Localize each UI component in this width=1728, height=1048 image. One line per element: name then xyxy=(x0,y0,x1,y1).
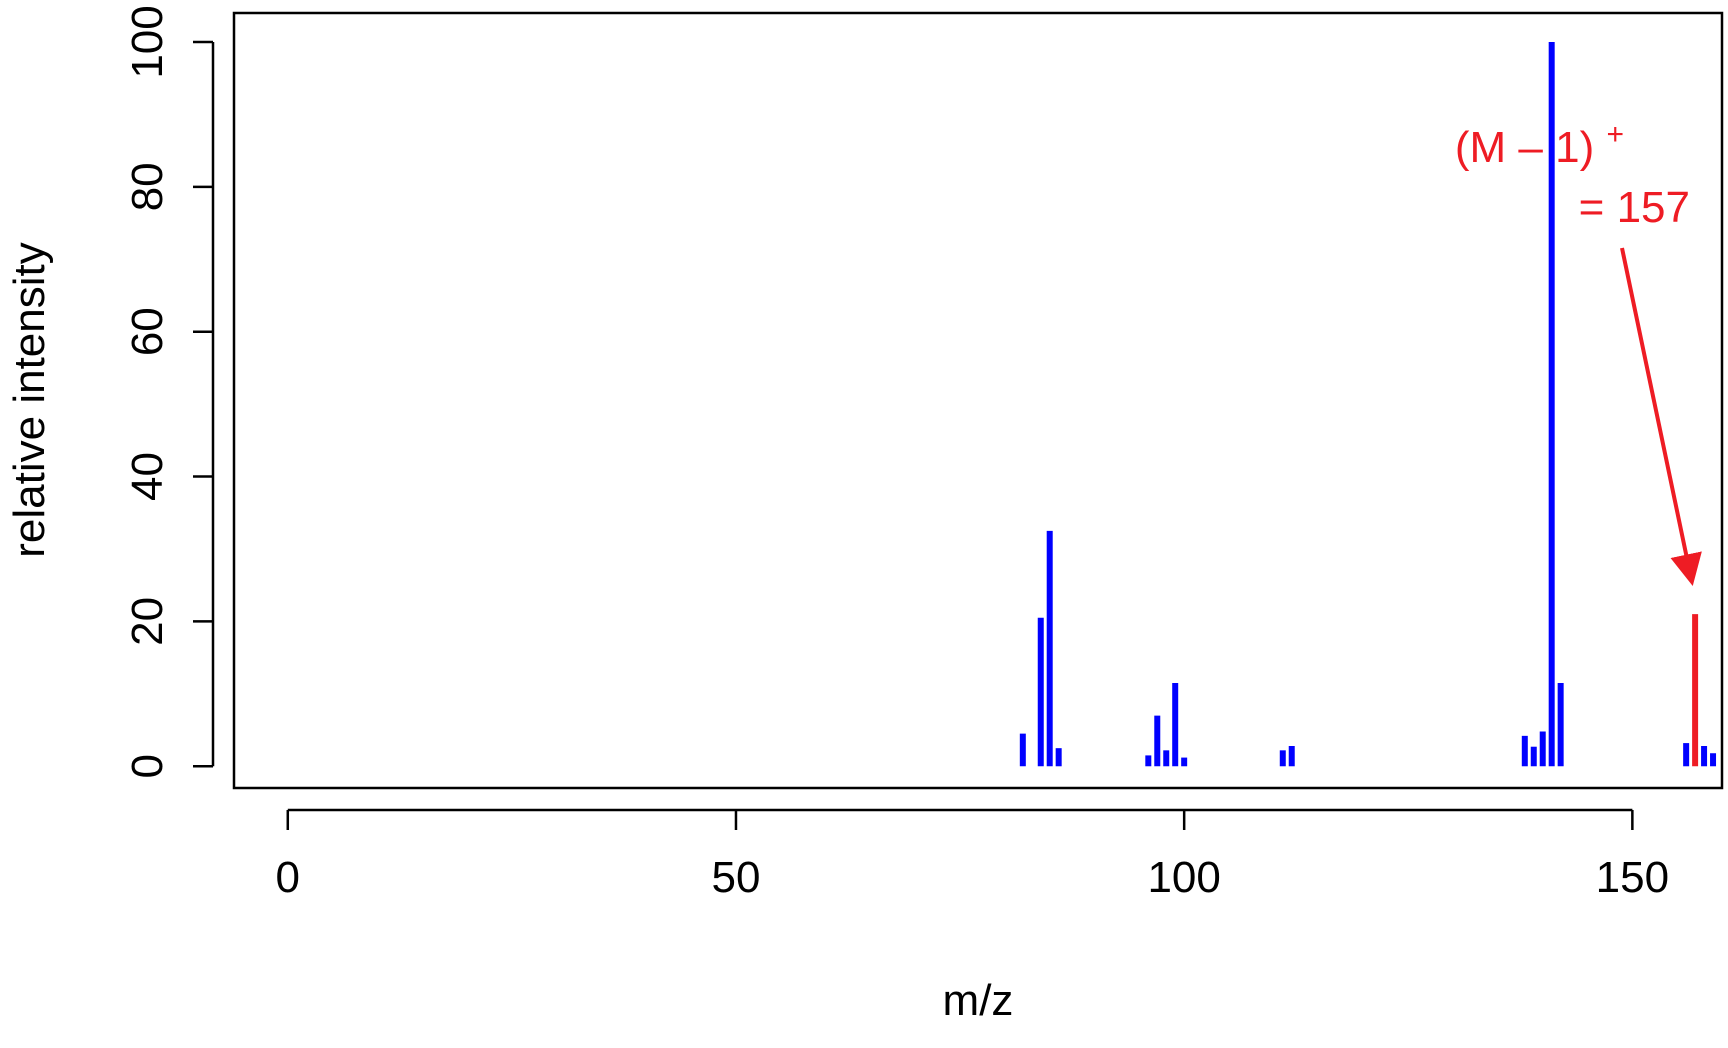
spectrum-peaks xyxy=(1019,41,1717,767)
y-axis-label: relative intensity xyxy=(5,242,54,557)
y-tick-label: 80 xyxy=(123,162,172,211)
y-tick-label: 100 xyxy=(123,5,172,78)
x-axis-label: m/z xyxy=(943,976,1014,1025)
x-tick-label: 50 xyxy=(711,853,760,902)
x-tick-label: 150 xyxy=(1596,853,1669,902)
y-tick-label: 0 xyxy=(123,754,172,778)
annotation-line-1-text: (M – 1) xyxy=(1455,123,1594,172)
x-tick-label: 0 xyxy=(276,853,300,902)
y-tick-label: 60 xyxy=(123,307,172,356)
annotation-superscript: + xyxy=(1606,118,1624,151)
annotation-arrow xyxy=(1620,247,1702,586)
x-tick-label: 100 xyxy=(1147,853,1220,902)
plot-frame xyxy=(232,11,1724,790)
y-axis: 0 20 40 60 80 100 xyxy=(123,5,215,779)
y-tick-label: 20 xyxy=(123,597,172,646)
molecular-ion-annotation: (M – 1) + = 157 xyxy=(1455,118,1702,586)
x-axis: 0 50 100 150 xyxy=(276,808,1669,902)
annotation-line-2: = 157 xyxy=(1579,183,1690,232)
annotation-line-1: (M – 1) + xyxy=(1455,118,1624,172)
y-tick-label: 40 xyxy=(123,452,172,501)
